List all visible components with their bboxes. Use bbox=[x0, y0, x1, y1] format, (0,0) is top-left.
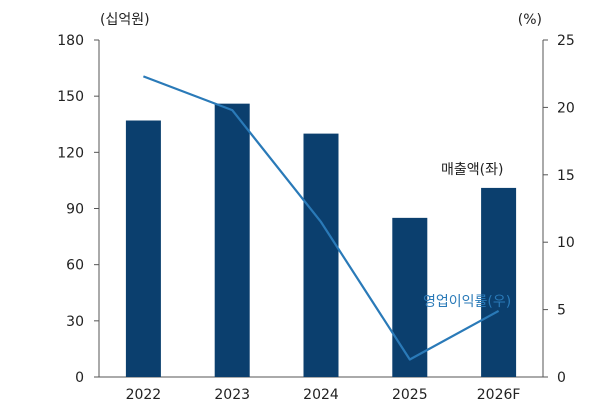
left-tick-label: 30 bbox=[66, 314, 84, 330]
bar-series bbox=[125, 103, 517, 378]
right-tick-label: 10 bbox=[557, 235, 575, 251]
bar bbox=[392, 217, 428, 377]
left-axis-unit: (십억원) bbox=[100, 12, 150, 28]
x-tick-label: 2023 bbox=[214, 387, 250, 403]
right-tick-label: 0 bbox=[557, 370, 566, 386]
left-tick-label: 180 bbox=[57, 33, 84, 49]
right-tick-label: 15 bbox=[557, 168, 575, 184]
right-tick-label: 5 bbox=[557, 303, 566, 319]
bar-series-label: 매출액(좌) bbox=[441, 162, 503, 178]
left-tick-label: 60 bbox=[66, 258, 84, 274]
bar bbox=[125, 120, 161, 377]
bar bbox=[214, 103, 250, 378]
x-tick-label: 2026F bbox=[477, 387, 521, 403]
line-series bbox=[143, 75, 500, 361]
left-tick-label: 90 bbox=[66, 202, 84, 218]
x-axis-labels: 2022 2023 2024 2025 2026F bbox=[126, 387, 521, 403]
line-series-label: 영업이익률(우) bbox=[423, 294, 511, 310]
left-axis-ticks: 0 30 60 90 120 150 180 bbox=[57, 33, 99, 386]
x-tick-label: 2022 bbox=[126, 387, 162, 403]
right-tick-label: 20 bbox=[557, 100, 575, 116]
left-tick-label: 150 bbox=[57, 89, 84, 105]
left-tick-label: 120 bbox=[57, 145, 84, 161]
right-tick-label: 25 bbox=[557, 33, 575, 49]
right-axis-unit: (%) bbox=[518, 12, 542, 28]
bar bbox=[481, 187, 517, 377]
bar bbox=[303, 133, 339, 377]
x-tick-label: 2024 bbox=[303, 387, 339, 403]
left-tick-label: 0 bbox=[75, 370, 84, 386]
right-axis-ticks: 0 5 10 15 20 25 bbox=[543, 33, 575, 386]
x-tick-label: 2025 bbox=[392, 387, 428, 403]
